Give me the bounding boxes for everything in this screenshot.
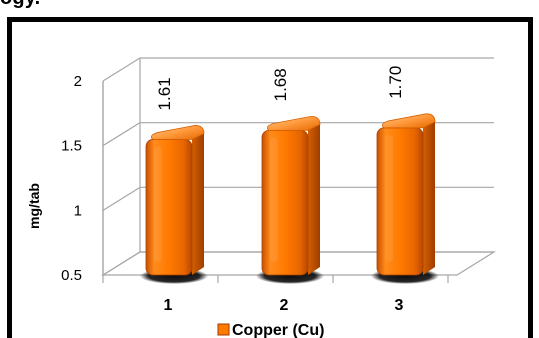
chart-panel: 0.5 1 1.5 2 1.61 1 1.68 2 1.70 3 mg/tab Copper (C…: [7, 17, 533, 338]
legend-label: Copper (Cu): [232, 322, 324, 338]
chart-floor: [100, 251, 497, 276]
bar: [376, 127, 424, 276]
gridline-depth-2: [102, 57, 141, 82]
y-tick-label: 1.5: [61, 138, 82, 155]
bar-highlight: [385, 134, 393, 262]
y-axis-title: mg/tab: [26, 183, 42, 229]
data-label: 1.70: [386, 66, 405, 99]
bar-group: [371, 113, 439, 284]
x-tick-label: 3: [395, 297, 404, 314]
y-tick-label: 0.5: [61, 267, 82, 284]
bar: [261, 129, 309, 276]
x-tick-label: 2: [280, 297, 289, 314]
bar-side-face: [192, 133, 204, 275]
bar-highlight: [154, 146, 162, 262]
bar-top-face: [150, 125, 205, 140]
gridline-depth-1: [102, 186, 141, 211]
gridline-depth-1-5: [102, 122, 141, 147]
bar-top-face: [266, 115, 321, 131]
bar-top-face: [381, 113, 436, 129]
bar-layer: [140, 113, 439, 284]
legend: Copper (Cu): [217, 322, 324, 338]
bar-side-face: [308, 124, 320, 276]
axis-layer: [102, 58, 449, 283]
bar-highlight: [270, 137, 278, 262]
bar-group: [140, 125, 208, 284]
chart-svg: 0.5 1 1.5 2 1.61 1 1.68 2 1.70 3 mg/tab Copper (C…: [26, 57, 497, 338]
label-layer: 0.5 1 1.5 2 1.61 1 1.68 2 1.70 3: [61, 66, 405, 314]
legend-swatch: [217, 323, 230, 336]
bar-group: [256, 115, 324, 284]
bar: [145, 139, 193, 276]
data-label: 1.61: [155, 77, 174, 110]
bar-side-face: [423, 121, 435, 275]
y-tick-label: 2: [74, 73, 82, 90]
data-label: 1.68: [271, 68, 290, 101]
y-tick-label: 1: [74, 202, 82, 219]
x-tick-label: 1: [164, 297, 173, 314]
top-text-fragment: ogy.: [0, 0, 40, 10]
